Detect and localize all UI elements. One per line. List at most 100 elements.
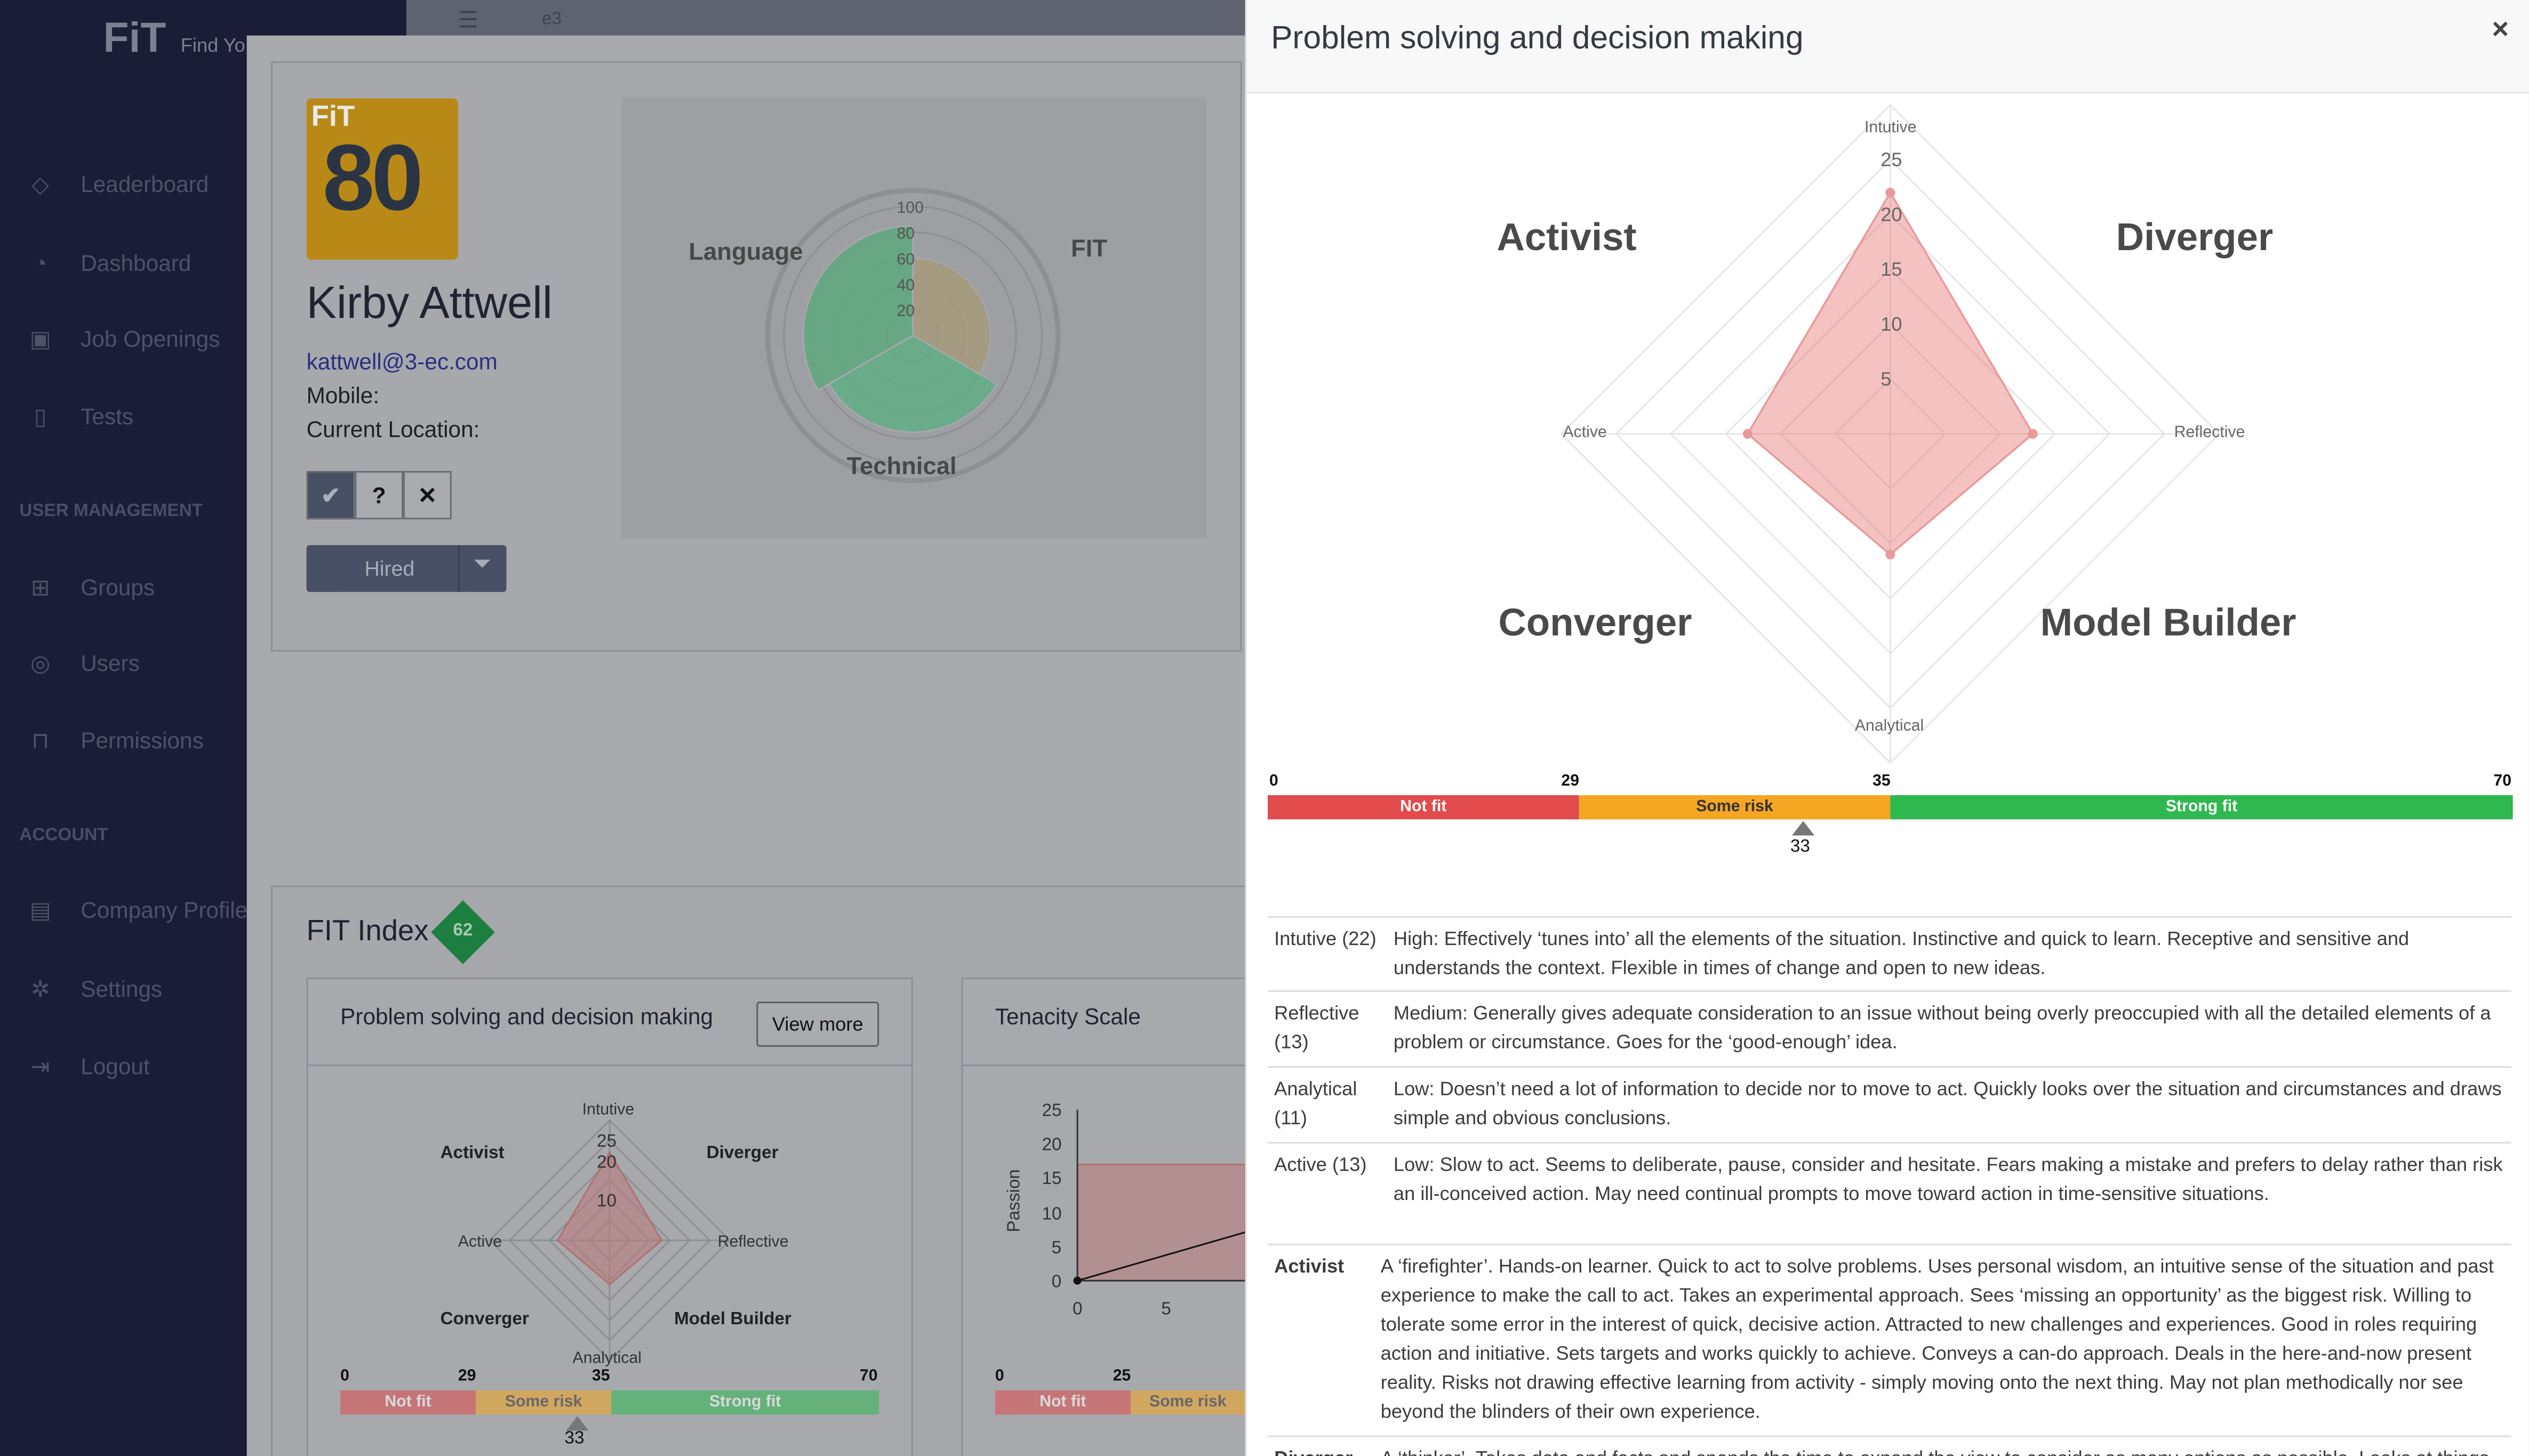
radar-label-technical: Technical bbox=[847, 452, 957, 479]
radar-tick-label: 20 bbox=[1880, 203, 1902, 225]
score-key: Reflective (13) bbox=[1274, 1002, 1359, 1053]
band-mark-35: 35 bbox=[1872, 772, 1891, 790]
status-value: Hired bbox=[364, 556, 415, 581]
band-some-risk: Some risk bbox=[1130, 1390, 1245, 1415]
score-text: Medium: Generally gives adequate conside… bbox=[1393, 1002, 2491, 1053]
card-divider bbox=[963, 1064, 1245, 1066]
fit-band: Not fit Some risk Strong fit bbox=[340, 1390, 879, 1415]
tenacity-chart: 25 20 15 10 5 0 0 5 Passion bbox=[1004, 1101, 1245, 1319]
fit-band: Not fit Some risk Strong fit bbox=[1268, 795, 2513, 820]
fit-index-label: FIT Index bbox=[306, 914, 429, 947]
sidebar-item-logout[interactable]: ⇥ Logout bbox=[0, 1042, 406, 1091]
band-mark-25: 25 bbox=[1113, 1367, 1131, 1386]
view-more-button[interactable]: View more bbox=[756, 1002, 879, 1047]
band-not-fit: Not fit bbox=[340, 1390, 476, 1415]
radar-sector-technical bbox=[828, 334, 998, 433]
table-row: Activist A ‘firefighter’. Hands-on learn… bbox=[1268, 1243, 2511, 1426]
status-dropdown[interactable]: Hired bbox=[306, 545, 507, 592]
check-icon: ✔ bbox=[321, 481, 340, 508]
quadrant-converger: Converger bbox=[441, 1309, 529, 1329]
radar-tick-label: 40 bbox=[897, 276, 915, 294]
tenacity-point bbox=[1073, 1276, 1082, 1285]
card-divider bbox=[308, 1064, 911, 1066]
overview-radar-chart: Language FIT Technical 100 80 60 40 20 bbox=[621, 97, 1207, 539]
table-row: Intutive (22) High: Effectively ‘tunes i… bbox=[1268, 916, 2511, 982]
style-key: Activist bbox=[1274, 1254, 1344, 1278]
approve-button[interactable]: ✔ bbox=[306, 471, 355, 519]
band-not-fit: Not fit bbox=[995, 1390, 1131, 1415]
sidebar-item-dashboard[interactable]: ◔ Dashboard bbox=[0, 239, 406, 287]
sidebar-item-label: Leaderboard bbox=[81, 171, 209, 197]
sidebar-item-job-openings[interactable]: ▣ Job Openings bbox=[0, 315, 406, 363]
section-user-management: USER MANAGEMENT bbox=[19, 501, 203, 521]
band-some-risk: Some risk bbox=[476, 1390, 612, 1415]
radar-series-area bbox=[556, 1150, 663, 1286]
score-text: High: Effectively ‘tunes into’ all the e… bbox=[1393, 927, 2410, 979]
sidebar-item-settings[interactable]: ✲ Settings bbox=[0, 964, 406, 1013]
y-axis-label: Passion bbox=[1004, 1169, 1023, 1232]
band-mark-35: 35 bbox=[591, 1367, 610, 1386]
axis-analytical: Analytical bbox=[1854, 717, 1924, 736]
decision-button-group: ✔ ? ✕ bbox=[306, 471, 452, 519]
sidebar-item-label: Groups bbox=[81, 574, 155, 601]
close-icon[interactable]: × bbox=[2492, 13, 2509, 45]
sidebar-item-groups[interactable]: ⊞ Groups bbox=[0, 563, 406, 611]
xtick: 0 bbox=[1073, 1299, 1082, 1319]
radar-grid-ring bbox=[783, 205, 1043, 466]
app-logo-tagline: Find Yo bbox=[180, 34, 245, 57]
ytick: 20 bbox=[1042, 1134, 1062, 1154]
radar-point bbox=[1885, 549, 1895, 559]
section-account: ACCOUNT bbox=[19, 826, 108, 845]
band-strong-fit: Strong fit bbox=[1890, 795, 2513, 820]
score-key: Analytical (11) bbox=[1274, 1077, 1357, 1129]
sidebar-item-leaderboard[interactable]: ◇ Leaderboard bbox=[0, 159, 406, 208]
small-radar-chart: Activist Diverger Converger Model Builde… bbox=[441, 1101, 791, 1367]
sidebar-item-label: Logout bbox=[81, 1053, 150, 1079]
document-icon: ▯ bbox=[34, 402, 47, 428]
score-pointer-icon bbox=[1791, 821, 1815, 836]
radar-sector-language bbox=[802, 225, 914, 391]
topbar: ☰ e3 bbox=[406, 0, 1245, 36]
tick-10: 10 bbox=[597, 1191, 617, 1211]
xtick: 5 bbox=[1161, 1299, 1171, 1319]
fit-logo-text: FiT bbox=[311, 100, 355, 132]
sidebar-item-users[interactable]: ◎ Users bbox=[0, 639, 406, 687]
panel-radar-chart: 25 20 15 10 5 bbox=[1560, 103, 2221, 764]
reject-button[interactable]: ✕ bbox=[403, 471, 452, 519]
style-key: Diverger bbox=[1268, 1437, 1381, 1456]
sidebar-item-permissions[interactable]: ⊓ Permissions bbox=[0, 716, 406, 765]
score-text: Low: Doesn’t need a lot of information t… bbox=[1393, 1077, 2502, 1129]
menu-icon[interactable]: ☰ bbox=[458, 6, 478, 33]
radar-point bbox=[1885, 188, 1895, 198]
tenacity-area bbox=[1076, 1163, 1245, 1282]
band-not-fit: Not fit bbox=[1268, 795, 1579, 820]
candidate-email-link[interactable]: kattwell@3-ec.com bbox=[306, 348, 498, 374]
style-text: A ‘firefighter’. Hands-on learner. Quick… bbox=[1380, 1254, 2494, 1423]
fit-index-value: 62 bbox=[453, 921, 473, 941]
style-text: A ‘thinker’. Takes data and facts and sp… bbox=[1381, 1437, 2511, 1456]
tenacity-title: Tenacity Scale bbox=[995, 1003, 1141, 1029]
score-key: Intutive (22) bbox=[1274, 927, 1376, 950]
tenacity-line bbox=[1077, 1231, 1245, 1282]
quadrant-diverger: Diverger bbox=[2116, 216, 2274, 260]
location-label: Current Location: bbox=[306, 416, 480, 442]
score-pointer-value: 33 bbox=[564, 1429, 585, 1449]
score-key: Active (13) bbox=[1274, 1153, 1367, 1176]
sidebar-item-company-profile[interactable]: ▤ Company Profile bbox=[0, 885, 406, 934]
user-icon: ◎ bbox=[30, 649, 51, 675]
dropdown-separator bbox=[458, 545, 460, 592]
radar-tick-label: 60 bbox=[897, 251, 915, 268]
band-mark-0: 0 bbox=[1269, 772, 1278, 790]
ytick: 15 bbox=[1042, 1169, 1062, 1188]
radar-point bbox=[2028, 429, 2038, 439]
maybe-button[interactable]: ? bbox=[355, 471, 404, 519]
axis-reflective: Reflective bbox=[718, 1233, 789, 1251]
band-mark-0: 0 bbox=[340, 1367, 349, 1386]
radar-tick-label: 80 bbox=[897, 225, 915, 243]
problem-solving-title: Problem solving and decision making bbox=[340, 1003, 714, 1029]
sidebar-item-tests[interactable]: ▯ Tests bbox=[0, 392, 406, 441]
sidebar-item-label: Tests bbox=[81, 403, 134, 429]
chevron-down-icon[interactable] bbox=[474, 559, 491, 568]
sidebar-item-label: Job Openings bbox=[81, 325, 220, 352]
